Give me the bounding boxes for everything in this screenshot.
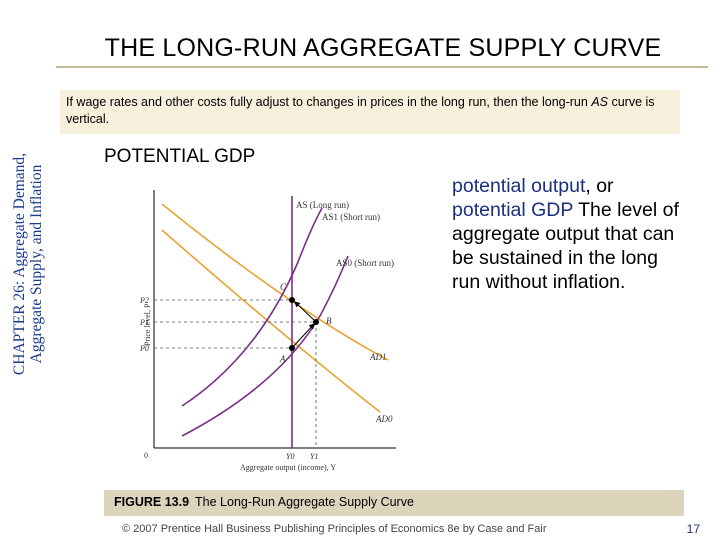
chapter-sidebar-line1: CHAPTER 26: Aggregate Demand, — [11, 152, 28, 376]
ad1-curve — [161, 203, 389, 361]
arrow-a-to-b — [291, 323, 315, 349]
label-y0: Y0 — [286, 452, 294, 461]
as1-short-run-curve — [181, 207, 323, 407]
label-ad0: AD0 — [375, 414, 393, 424]
definition-block: potential output, or potential GDP The l… — [452, 174, 688, 294]
point-c — [289, 297, 295, 303]
label-ad1: AD1 — [369, 352, 387, 362]
label-as-long-run: AS (Long run) — [296, 200, 349, 210]
lras-diagram: C B A AS (Long run) AS1 (Short run) AS0 … — [139, 190, 396, 472]
ad0-curve — [161, 229, 381, 413]
chapter-sidebar-line2: Aggregate Supply, and Inflation — [28, 164, 45, 364]
intro-text-start: If wage rates and other costs fully adju… — [66, 95, 592, 109]
title-underline — [56, 66, 708, 68]
definition-text: The level of aggregate output that can b… — [452, 199, 679, 293]
figure-caption: FIGURE 13.9 The Long-Run Aggregate Supply… — [104, 490, 684, 516]
definition-term-potential-gdp: potential GDP — [452, 199, 574, 221]
label-y1: Y1 — [310, 452, 318, 461]
definition-term-potential-output: potential output — [452, 175, 586, 197]
arrow-b-to-c — [294, 301, 317, 323]
label-point-c: C — [280, 282, 287, 292]
label-point-a: A — [279, 354, 286, 364]
x-axis-title: Aggregate output (income), Y — [240, 463, 336, 472]
label-as0-short-run: AS0 (Short run) — [336, 258, 394, 268]
label-point-b: B — [326, 316, 332, 326]
figure-number: FIGURE 13.9 — [114, 495, 190, 509]
copyright-footer: © 2007 Prentice Hall Business Publishing… — [122, 523, 547, 535]
label-p2: P2 — [139, 296, 149, 305]
label-as1-short-run: AS1 (Short run) — [322, 212, 380, 222]
chapter-sidebar-text: CHAPTER 26: Aggregate Demand, Aggregate … — [11, 30, 45, 498]
point-b — [313, 319, 319, 325]
label-origin: 0 — [144, 451, 148, 460]
chapter-sidebar: CHAPTER 26: Aggregate Demand, Aggregate … — [4, 30, 52, 498]
point-a — [289, 345, 295, 351]
y-axis-title: Price level, P — [143, 303, 152, 346]
figure-caption-text: The Long-Run Aggregate Supply Curve — [195, 495, 414, 509]
subheading: POTENTIAL GDP — [104, 146, 256, 167]
definition-separator: , or — [585, 175, 614, 197]
label-p0: P0 — [139, 344, 149, 353]
label-p1: P1 — [139, 318, 149, 327]
page-number: 17 — [686, 522, 700, 536]
slide-title: THE LONG-RUN AGGREGATE SUPPLY CURVE — [104, 34, 662, 62]
intro-box: If wage rates and other costs fully adju… — [60, 90, 680, 134]
intro-text-as: AS — [591, 95, 608, 109]
as0-short-run-curve — [181, 255, 349, 437]
intro-text-end: curve is vertical. — [66, 95, 655, 126]
